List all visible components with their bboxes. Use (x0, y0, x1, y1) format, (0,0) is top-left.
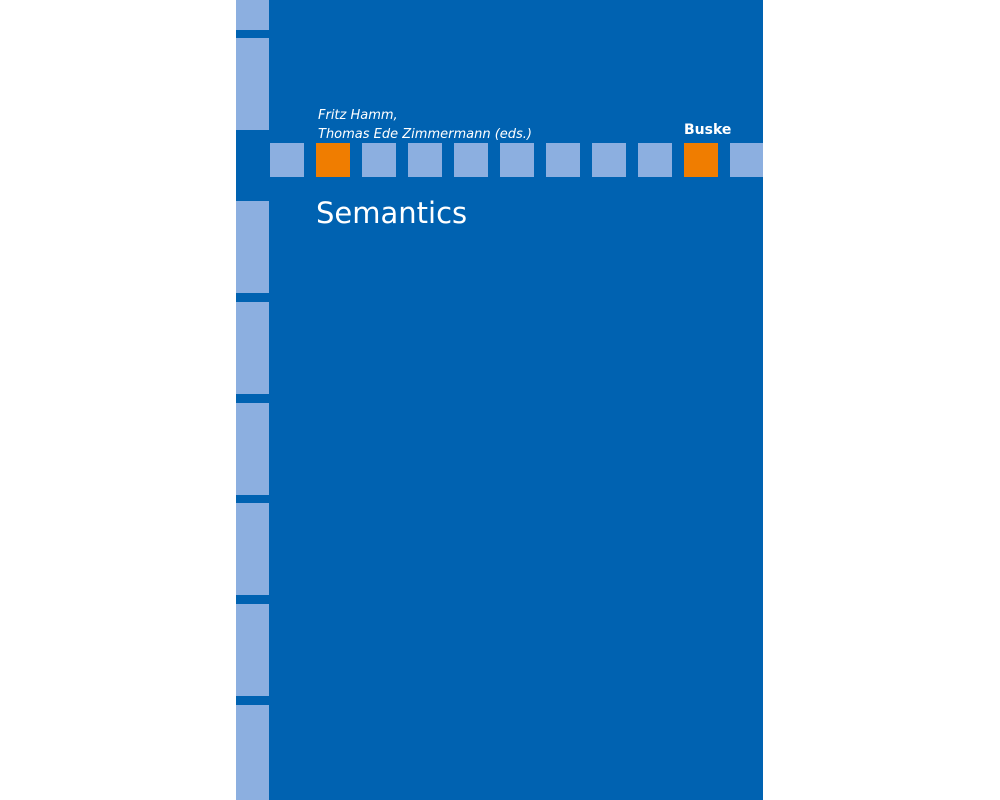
decor-square (408, 143, 442, 177)
decor-block (236, 604, 269, 696)
decor-square (638, 143, 672, 177)
decor-block (236, 503, 269, 595)
decor-square (270, 143, 304, 177)
author-line: Fritz Hamm, (318, 108, 398, 123)
decor-square-orange (684, 143, 718, 177)
decor-square (730, 143, 763, 177)
decor-block (236, 403, 269, 495)
book-cover: Fritz Hamm, Thomas Ede Zimmermann (eds.)… (236, 0, 763, 800)
decor-square-orange (316, 143, 350, 177)
authors: Fritz Hamm, Thomas Ede Zimmermann (eds.) (318, 106, 532, 144)
decor-block (236, 38, 269, 130)
decor-square (362, 143, 396, 177)
decor-square (546, 143, 580, 177)
publisher-logo: Buske (684, 122, 732, 138)
decor-square (454, 143, 488, 177)
book-title: Semantics (316, 196, 468, 230)
decor-square (592, 143, 626, 177)
decor-block (236, 302, 269, 394)
decor-block (236, 0, 269, 30)
decor-square (500, 143, 534, 177)
decor-block (236, 201, 269, 293)
decor-block (236, 705, 269, 800)
author-line: Thomas Ede Zimmermann (eds.) (318, 127, 532, 142)
